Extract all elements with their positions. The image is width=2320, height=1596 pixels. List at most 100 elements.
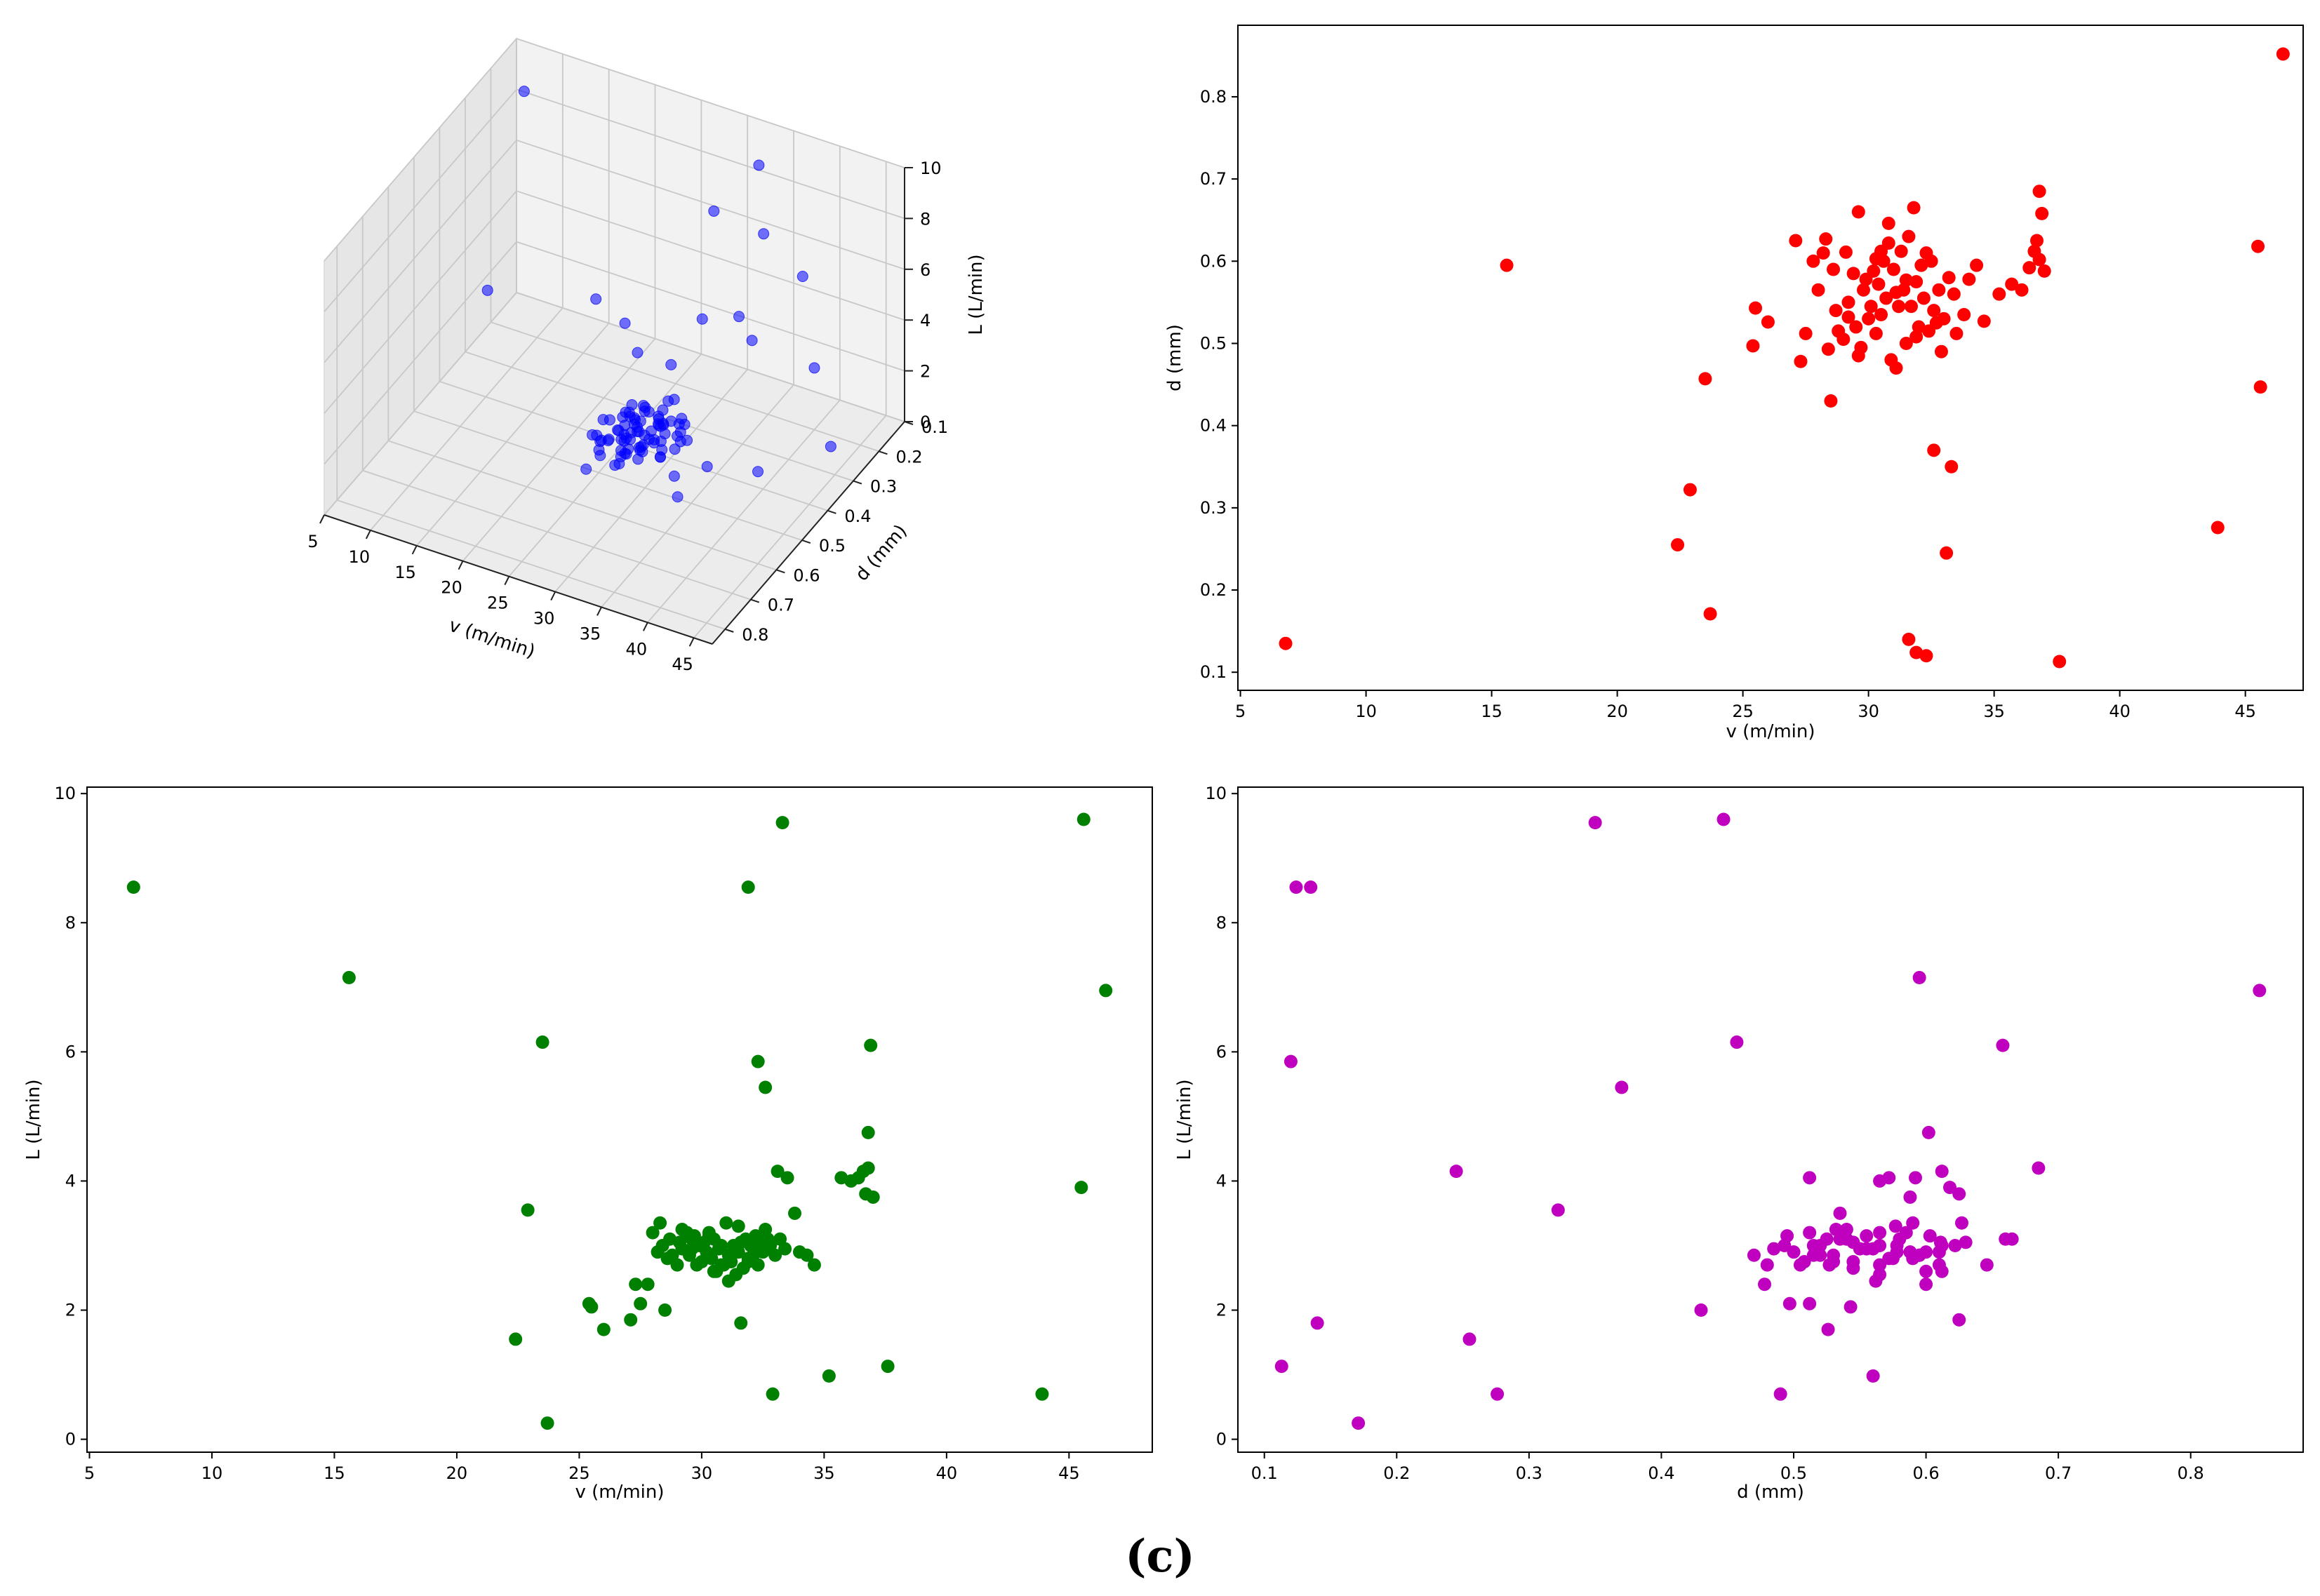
axis-line <box>712 421 905 645</box>
data-point <box>1860 1229 1874 1243</box>
data-point <box>1310 1316 1324 1330</box>
v-vs-L-points <box>126 812 1113 1430</box>
data-point <box>1782 1296 1796 1310</box>
data-point <box>629 1278 643 1292</box>
data-point <box>822 1369 836 1383</box>
d-vs-L-ylabel: L (L/min) <box>1174 1079 1195 1160</box>
data-point <box>2035 206 2049 220</box>
data-point <box>1909 275 1924 289</box>
data-point <box>1902 229 1916 243</box>
data-point <box>2037 264 2051 278</box>
data-point <box>1803 1296 1817 1310</box>
data-point <box>1940 546 1954 560</box>
data-point <box>1874 307 1888 321</box>
x-tick-label: 35 <box>580 624 601 643</box>
data-point <box>685 1242 699 1256</box>
z-tick-label: 6 <box>920 260 931 280</box>
x-tick-label: 25 <box>568 1463 590 1483</box>
y-tick-label: 6 <box>65 1042 76 1061</box>
data-point <box>1822 1258 1836 1272</box>
y-tick-label: 2 <box>65 1301 76 1320</box>
data-point <box>1980 1258 1994 1272</box>
x-tick-label: 30 <box>691 1463 713 1483</box>
data-point <box>1945 460 1959 474</box>
data-point <box>1903 1190 1917 1204</box>
data-point <box>535 1035 549 1050</box>
data-point <box>2005 277 2019 291</box>
data-point <box>1832 324 1846 338</box>
data-point <box>1899 336 1913 350</box>
data-point <box>676 413 688 424</box>
y-tick-label: 0 <box>1216 1430 1227 1449</box>
data-point <box>632 453 644 465</box>
data-point <box>1873 1226 1887 1240</box>
data-point <box>1919 1278 1933 1292</box>
data-point <box>1829 304 1843 318</box>
x-tick-label: 10 <box>1355 702 1377 721</box>
data-point <box>861 1125 875 1139</box>
data-point <box>1912 1248 1926 1262</box>
data-point <box>1890 1245 1904 1259</box>
gridline <box>462 338 656 562</box>
data-point <box>1846 1261 1860 1275</box>
data-point <box>1074 1181 1088 1195</box>
x-tick-label: 40 <box>936 1463 958 1483</box>
y-tick-label: 0.6 <box>1200 251 1227 271</box>
x-tick-label: 15 <box>1481 702 1502 721</box>
d-vs-L-plot-frame <box>1237 786 2304 1453</box>
data-point <box>1821 1322 1835 1336</box>
gridline <box>516 292 905 422</box>
data-point <box>1844 1300 1858 1314</box>
v-vs-L-y-ticks: 0 2 4 6 8 10 <box>54 784 87 1449</box>
data-point <box>1894 244 1908 258</box>
v-vs-L-x-ticks: 5 10 15 20 25 30 35 40 45 <box>84 1452 1080 1483</box>
data-point <box>620 448 632 460</box>
data-point <box>780 1171 794 1185</box>
x-tick-label: 5 <box>84 1463 95 1483</box>
x-tick-label: 35 <box>813 1463 835 1483</box>
data-point <box>1749 301 1763 315</box>
data-point <box>1827 262 1841 276</box>
data-point <box>1841 310 1855 324</box>
data-point <box>1862 311 1876 326</box>
data-point <box>1671 538 1685 552</box>
data-point <box>596 1322 611 1336</box>
y-tick-label: 0.6 <box>793 565 820 585</box>
data-point <box>1962 272 1976 286</box>
data-point <box>1927 443 1941 457</box>
z-tick-label: 2 <box>920 362 931 382</box>
data-point <box>1780 1229 1794 1243</box>
x-tick-mark <box>365 530 371 539</box>
data-point <box>1035 1387 1049 1401</box>
data-point <box>639 405 651 417</box>
gridline <box>362 469 752 601</box>
y-tick-label: 0.2 <box>895 447 922 467</box>
x-tick-label: 45 <box>1058 1463 1080 1483</box>
data-point <box>653 420 665 431</box>
data-point <box>1491 1387 1505 1401</box>
data-point <box>702 1229 716 1243</box>
data-point <box>1816 246 1830 260</box>
x-tick-label: 25 <box>1732 702 1754 721</box>
data-point <box>2032 1161 2046 1175</box>
data-point <box>758 228 770 240</box>
z-tick-label: 8 <box>920 209 931 229</box>
data-point <box>613 457 625 469</box>
data-point <box>1824 394 1838 408</box>
data-point <box>2032 185 2046 199</box>
gridline <box>516 241 905 372</box>
data-point <box>1716 812 1731 826</box>
data-point <box>761 1232 775 1246</box>
data-point <box>1820 1232 1834 1246</box>
data-point <box>623 406 635 418</box>
gridline <box>336 499 726 630</box>
data-point <box>731 1219 745 1233</box>
data-point <box>1811 283 1825 297</box>
x-tick-mark <box>458 561 464 570</box>
data-point <box>768 1248 782 1262</box>
data-point <box>1977 314 1991 328</box>
data-point <box>1899 273 1913 287</box>
y-tick-label: 10 <box>54 784 76 803</box>
x-tick-mark <box>688 637 695 647</box>
